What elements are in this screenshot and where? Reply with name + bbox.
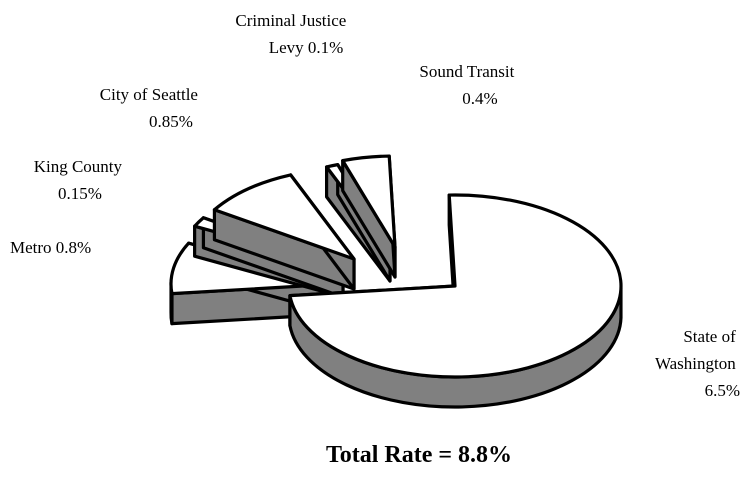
slice-top-face	[212, 173, 356, 261]
pie-slice-state-of-washington	[288, 193, 623, 409]
slice-label-king-county: King County 0.15%	[34, 157, 127, 203]
state-label-line-3: 6.5%	[705, 381, 740, 400]
criminal-justice-label-line-2: Levy 0.1%	[269, 38, 344, 57]
metro-label-line-1: Metro 0.8%	[10, 238, 91, 257]
slice-top-face	[288, 193, 623, 379]
slice-label-criminal-justice-levy: Criminal Justice Levy 0.1%	[235, 11, 350, 57]
slice-label-metro: Metro 0.8%	[10, 238, 91, 257]
seattle-label-line-2: 0.85%	[149, 112, 193, 131]
sound-transit-label-line-2: 0.4%	[462, 89, 497, 108]
pie-slice-city-of-seattle	[212, 173, 356, 291]
state-label-line-1: State of	[683, 327, 736, 346]
king-county-label-line-1: King County	[34, 157, 123, 176]
slice-top-face	[341, 154, 397, 249]
state-label-line-2: Washington	[655, 354, 736, 373]
slice-label-city-of-seattle: City of Seattle 0.85%	[100, 85, 202, 131]
chart-footer-total-rate: Total Rate = 8.8%	[326, 442, 512, 468]
king-county-label-line-2: 0.15%	[58, 184, 102, 203]
pie-slice-sound-transit	[341, 154, 397, 279]
slice-layer	[169, 154, 623, 409]
slice-label-state-of-washington: State of Washington 6.5%	[655, 327, 740, 400]
sound-transit-label-line-1: Sound Transit	[419, 62, 514, 81]
slice-label-sound-transit: Sound Transit 0.4%	[419, 62, 518, 108]
criminal-justice-label-line-1: Criminal Justice	[235, 11, 346, 30]
seattle-label-line-1: City of Seattle	[100, 85, 198, 104]
